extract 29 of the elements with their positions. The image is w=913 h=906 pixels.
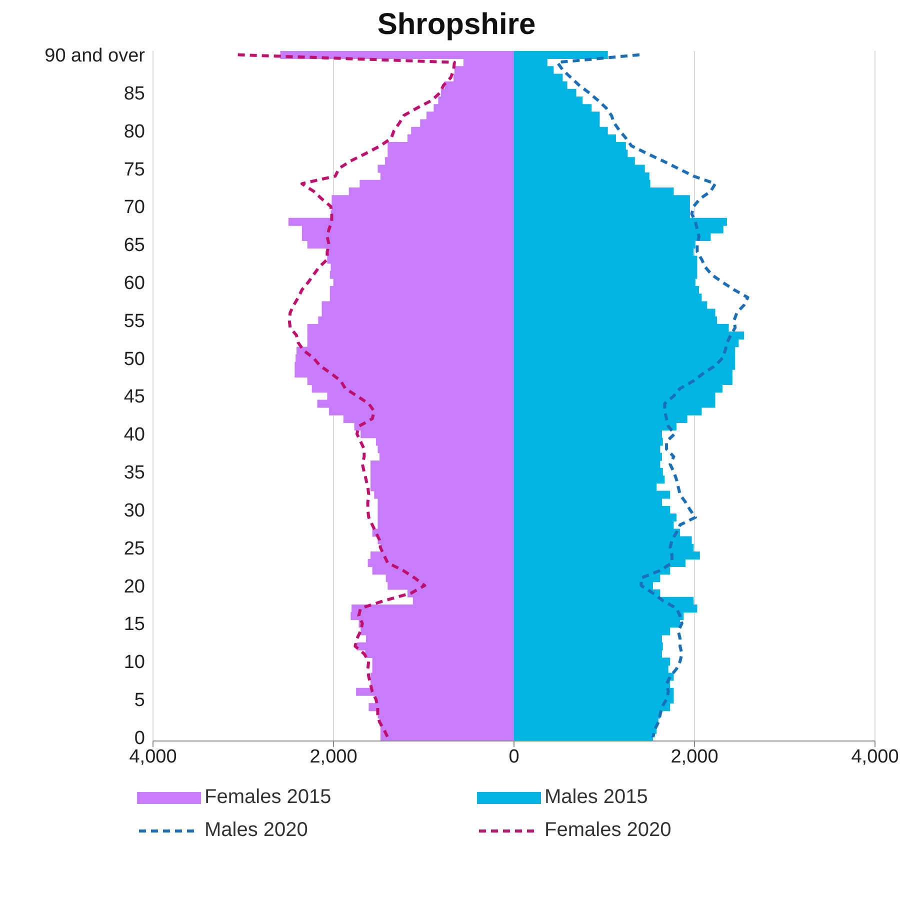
y-tick-label: 90 and over: [44, 46, 146, 67]
y-tick-label: 75: [124, 159, 145, 180]
y-tick-label: 50: [124, 348, 145, 370]
y-tick-label: 85: [124, 83, 145, 104]
y-tick-label: 80: [124, 121, 145, 142]
y-tick-label: 25: [124, 538, 145, 560]
x-tick-label: 4,000: [851, 746, 899, 768]
x-tick-label: 2,000: [310, 746, 358, 768]
x-tick-label: 0: [508, 746, 520, 768]
legend-label: Males 2020: [204, 819, 308, 842]
y-tick-label: 30: [124, 500, 145, 522]
y-tick-label: 45: [124, 386, 145, 408]
x-tick-label: 2,000: [670, 746, 718, 768]
y-tick-label: 60: [124, 273, 145, 294]
y-tick-label: 70: [124, 197, 145, 218]
legend-label: Females 2020: [544, 819, 672, 842]
y-tick-label: 20: [124, 576, 145, 598]
chart-title: Shropshire: [376, 8, 537, 42]
y-tick-label: 5: [134, 690, 145, 712]
y-tick-label: 10: [124, 652, 145, 674]
x-tick-label: 4,000: [129, 746, 177, 768]
legend-label: Females 2015: [204, 786, 332, 809]
legend-label: Males 2015: [544, 786, 648, 809]
y-tick-label: 15: [124, 614, 145, 636]
y-tick-label: 65: [124, 235, 145, 256]
y-tick-label: 0: [134, 728, 145, 749]
y-tick-label: 40: [124, 424, 145, 446]
y-tick-label: 55: [124, 310, 145, 332]
y-tick-label: 35: [124, 462, 145, 484]
